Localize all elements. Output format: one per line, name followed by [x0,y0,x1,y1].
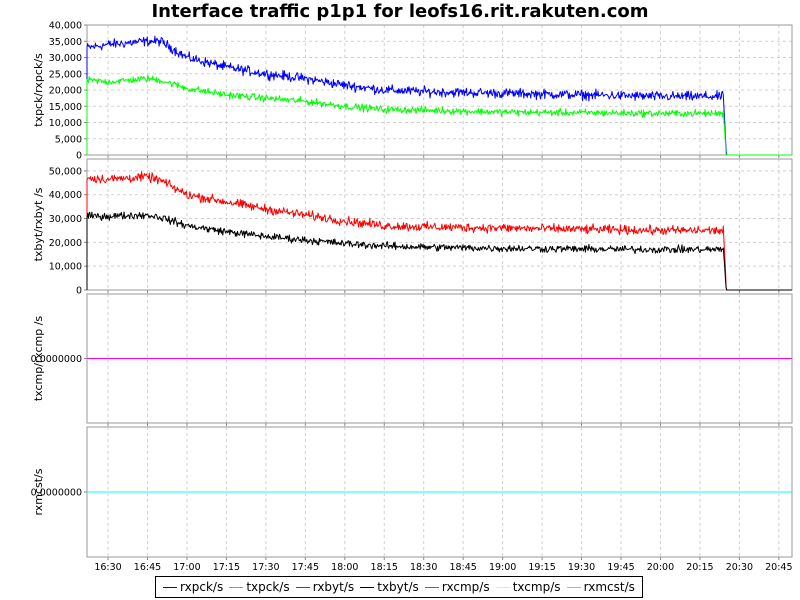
legend-swatch [295,586,310,588]
y-tick-label: 30,000 [49,214,82,225]
y-tick-label: 10,000 [49,262,82,273]
x-tick-label: 16:45 [134,562,161,573]
panel-1: 0 5,000 10,000 15,000 20,000 25,000 30,000 35,0… [32,21,793,162]
legend-item: rxcmp/s [424,580,490,594]
legend-swatch [566,586,581,588]
x-tick-label: 17:00 [173,562,200,573]
y-tick-label: 40,000 [49,21,82,32]
x-tick-label: 16:30 [94,562,121,573]
legend-swatch [424,586,439,588]
y-tick-label: 15,000 [49,102,82,113]
y-axis-label: txbyt/rxbyt /s [32,187,45,261]
x-tick-label: 19:15 [528,562,555,573]
legend-swatch [360,586,375,588]
legend-label: txbyt/s [377,580,419,594]
x-tick-label: 19:30 [568,562,595,573]
panel-2: 0 10,000 20,000 30,000 40,000 50,000 txbyt/rxb… [32,158,793,297]
legend-label: txpck/s [246,580,290,594]
legend-item: txcmp/s [495,580,561,594]
series-rxbyt-s [86,171,792,291]
y-tick-label: 40,000 [49,190,82,201]
y-tick-label: 10,000 [49,118,82,129]
y-tick-label: 0.0000000 [31,488,82,499]
legend-item: rxpck/s [163,580,223,594]
y-axis-label: rxmcst/s [32,468,45,515]
legend-item: rxmcst/s [566,580,635,594]
y-tick-label: 30,000 [49,53,82,64]
x-tick-label: 18:45 [449,562,476,573]
legend-label: rxmcst/s [583,580,635,594]
x-tick-label: 20:00 [647,562,674,573]
x-tick-label: 18:15 [371,562,398,573]
y-axis-label: txcmp/rxcmp /s [32,316,45,402]
legend: rxpck/s txpck/s rxbyt/s txbyt/s rxcmp/s txcmp… [155,576,643,598]
series-txpck-s [86,74,792,156]
series-rxpck-s [86,35,792,156]
x-tick-label: 20:30 [726,562,753,573]
legend-swatch [495,586,510,588]
y-tick-label: 0.0000000 [31,354,82,365]
x-tick-label: 17:15 [213,562,240,573]
y-tick-label: 0 [76,151,82,162]
panel-frame [86,158,793,291]
x-tick-label: 17:30 [252,562,279,573]
x-tick-label: 19:00 [489,562,516,573]
y-axis-label: txpck/rxpck/s [32,53,45,127]
chart-title: Interface traffic p1p1 for leofs16.rit.r… [151,1,649,22]
legend-label: txcmp/s [512,580,561,594]
legend-item: rxbyt/s [295,580,355,594]
x-tick-label: 18:30 [410,562,437,573]
y-tick-label: 5,000 [55,134,82,145]
legend-swatch [229,586,244,588]
x-tick-label: 19:45 [607,562,634,573]
x-tick-label: 18:00 [331,562,358,573]
y-tick-label: 35,000 [49,37,82,48]
legend-label: rxbyt/s [312,580,355,594]
y-tick-label: 25,000 [49,69,82,80]
legend-label: rxcmp/s [441,580,490,594]
legend-item: txbyt/s [360,580,419,594]
y-tick-label: 20,000 [49,238,82,249]
x-tick-label: 17:45 [292,562,319,573]
legend-item: txpck/s [229,580,290,594]
legend-swatch [163,586,178,588]
y-tick-label: 50,000 [49,166,82,177]
legend-label: rxpck/s [180,580,224,594]
y-tick-label: 20,000 [49,86,82,97]
y-tick-label: 0 [76,286,82,297]
series-txbyt-s [86,211,792,291]
x-tick-label: 20:15 [686,562,713,573]
x-tick-label: 20:45 [765,562,792,573]
